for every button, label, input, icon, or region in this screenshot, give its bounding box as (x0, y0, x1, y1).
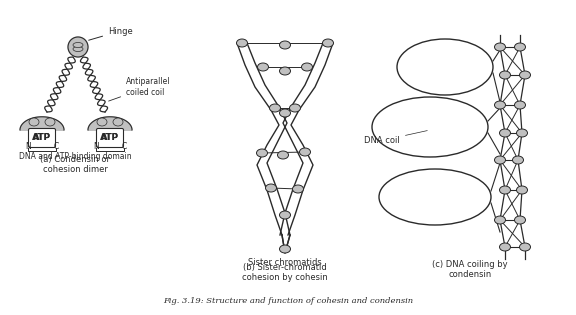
FancyBboxPatch shape (97, 129, 123, 147)
Ellipse shape (300, 148, 310, 156)
Ellipse shape (237, 39, 248, 47)
Ellipse shape (514, 216, 525, 224)
Ellipse shape (499, 186, 510, 194)
Ellipse shape (499, 71, 510, 79)
Ellipse shape (517, 186, 528, 194)
Text: ATP: ATP (101, 134, 119, 142)
Text: DNA and ATP-binding domain: DNA and ATP-binding domain (18, 152, 131, 161)
Ellipse shape (279, 211, 290, 219)
Ellipse shape (266, 184, 276, 192)
Ellipse shape (278, 151, 289, 159)
Text: (c) DNA coiling by
condensin: (c) DNA coiling by condensin (432, 260, 508, 279)
Text: ATP: ATP (100, 134, 120, 142)
Ellipse shape (495, 101, 506, 109)
Text: ATP: ATP (33, 134, 51, 142)
Ellipse shape (514, 101, 525, 109)
Ellipse shape (495, 216, 506, 224)
Ellipse shape (495, 156, 506, 164)
Ellipse shape (73, 47, 83, 51)
Ellipse shape (257, 63, 268, 71)
Ellipse shape (68, 37, 88, 57)
Ellipse shape (513, 156, 524, 164)
Ellipse shape (73, 43, 83, 48)
FancyBboxPatch shape (28, 129, 55, 147)
Ellipse shape (293, 185, 304, 193)
Ellipse shape (517, 129, 528, 137)
Text: C: C (122, 142, 127, 151)
Ellipse shape (499, 129, 510, 137)
Text: DNA coil: DNA coil (364, 131, 427, 145)
Ellipse shape (323, 39, 334, 47)
Ellipse shape (279, 245, 290, 253)
Text: Fig. 3.19: Structure and function of cohesin and condensin: Fig. 3.19: Structure and function of coh… (163, 297, 413, 305)
Text: C: C (54, 142, 59, 151)
Ellipse shape (520, 243, 530, 251)
Ellipse shape (279, 67, 290, 75)
Text: Sister chromatids: Sister chromatids (248, 258, 322, 267)
Text: (a) Condensin or
cohesion dimer: (a) Condensin or cohesion dimer (40, 155, 110, 174)
Ellipse shape (520, 71, 530, 79)
Ellipse shape (113, 118, 123, 126)
Ellipse shape (290, 104, 301, 112)
Polygon shape (20, 117, 64, 130)
Ellipse shape (256, 149, 267, 157)
Ellipse shape (495, 43, 506, 51)
Ellipse shape (279, 41, 290, 49)
Text: Hinge: Hinge (89, 26, 132, 40)
Text: N: N (93, 142, 99, 151)
Ellipse shape (45, 118, 55, 126)
Text: ATP: ATP (32, 134, 52, 142)
Ellipse shape (97, 118, 107, 126)
Ellipse shape (301, 63, 313, 71)
Ellipse shape (279, 109, 290, 117)
Text: (b) Sister-chromatid
cohesion by cohesin: (b) Sister-chromatid cohesion by cohesin (242, 263, 328, 282)
Ellipse shape (29, 118, 39, 126)
Ellipse shape (514, 43, 525, 51)
Ellipse shape (499, 243, 510, 251)
Text: N: N (25, 142, 31, 151)
Text: Antiparallel
coiled coil: Antiparallel coiled coil (109, 77, 170, 101)
Polygon shape (88, 117, 132, 130)
Ellipse shape (270, 104, 281, 112)
